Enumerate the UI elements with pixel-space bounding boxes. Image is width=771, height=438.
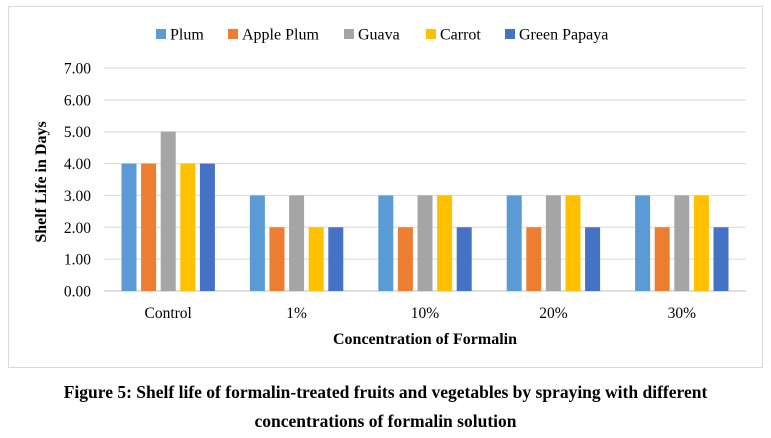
y-tick-label: 6.00 xyxy=(64,92,91,109)
x-category-label: Control xyxy=(145,305,192,322)
caption-line-2: concentrations of formalin solution xyxy=(254,411,517,431)
legend-label: Guava xyxy=(358,27,400,44)
bar-apple-plum xyxy=(141,163,157,291)
chart-area: Plum Apple Plum Guava Carrot Green Papaya 0.… xyxy=(8,6,763,368)
bar-plum xyxy=(249,195,265,291)
figure-caption: Figure 5: Shelf life of formalin-treated… xyxy=(0,378,771,436)
bar-carrot xyxy=(180,163,196,291)
legend-swatch xyxy=(426,29,436,39)
bar-green-papaya xyxy=(199,163,215,291)
x-category-label: 1% xyxy=(286,305,307,322)
y-tick-label: 1.00 xyxy=(64,252,91,269)
x-category-label: 20% xyxy=(539,305,568,322)
x-category-label: 30% xyxy=(668,305,697,322)
legend-swatch xyxy=(505,29,515,39)
bar-apple-plum xyxy=(654,227,670,291)
legend-label: Green Papaya xyxy=(519,27,608,44)
y-tick-label: 5.00 xyxy=(64,124,91,141)
bar-plum xyxy=(635,195,651,291)
bar-carrot xyxy=(565,195,581,291)
bar-guava xyxy=(545,195,561,291)
legend-swatch xyxy=(228,29,238,39)
bar-plum xyxy=(121,163,137,291)
y-axis-title: Shelf Life in Days xyxy=(33,121,50,242)
y-tick-label: 0.00 xyxy=(64,284,91,301)
bar-carrot xyxy=(693,195,709,291)
x-category-label: 10% xyxy=(411,305,440,322)
y-tick-label: 2.00 xyxy=(64,220,91,237)
x-axis-categories: Control 1% 10% 20% 30% xyxy=(145,305,697,322)
y-tick-label: 4.00 xyxy=(64,156,91,173)
bar-green-papaya xyxy=(713,227,729,291)
caption-line-1: Figure 5: Shelf life of formalin-treated… xyxy=(63,382,708,402)
bar-plum xyxy=(506,195,522,291)
y-axis-ticks: 0.00 1.00 2.00 3.00 4.00 5.00 6.00 7.00 xyxy=(64,61,91,301)
bar-green-papaya xyxy=(585,227,601,291)
legend-label: Carrot xyxy=(440,27,481,44)
bar-guava xyxy=(289,195,305,291)
legend-swatch xyxy=(156,29,166,39)
x-axis-title: Concentration of Formalin xyxy=(333,331,517,348)
legend-label: Apple Plum xyxy=(242,27,319,44)
y-tick-label: 3.00 xyxy=(64,188,91,205)
bar-green-papaya xyxy=(456,227,472,291)
y-tick-label: 7.00 xyxy=(64,61,91,78)
legend-label: Plum xyxy=(170,27,204,44)
legend-swatch xyxy=(344,29,354,39)
bar-apple-plum xyxy=(397,227,413,291)
bar-plum xyxy=(378,195,394,291)
bar-chart: Plum Apple Plum Guava Carrot Green Papaya 0.… xyxy=(33,27,746,348)
bar-carrot xyxy=(437,195,453,291)
bars xyxy=(121,131,729,291)
bar-guava xyxy=(417,195,433,291)
bar-green-papaya xyxy=(328,227,344,291)
bar-guava xyxy=(160,131,176,291)
legend: Plum Apple Plum Guava Carrot Green Papaya xyxy=(156,27,608,44)
bar-carrot xyxy=(308,227,324,291)
bar-guava xyxy=(674,195,690,291)
bar-apple-plum xyxy=(269,227,285,291)
bar-apple-plum xyxy=(526,227,542,291)
